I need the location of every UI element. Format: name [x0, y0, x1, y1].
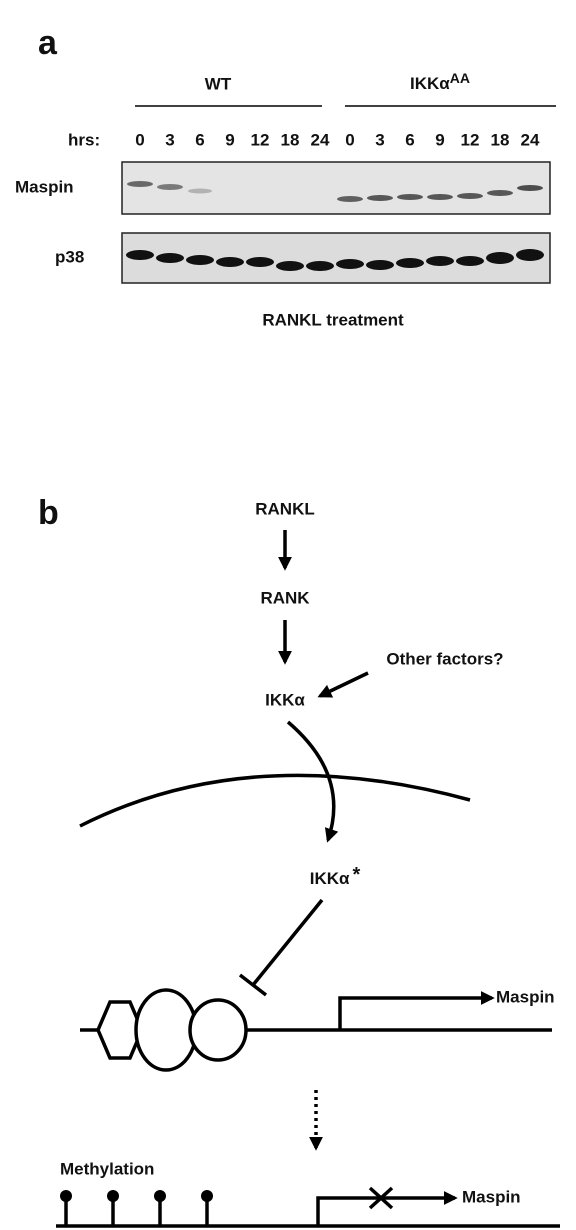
node: RANK	[260, 588, 310, 607]
group-name: IKKα	[410, 74, 450, 93]
hours: 0 3 6 9 12 18 24 0 3 6 9 12 18 24	[135, 130, 540, 149]
nuclear-membrane	[80, 775, 470, 826]
group-label: IKKαAA	[410, 70, 470, 94]
page: a WT IKKαAA hrs: 03691218240369121824 Ma…	[0, 0, 576, 1230]
caption: RANKL treatment	[262, 310, 404, 329]
figure: a WT IKKαAA hrs: 03691218240369121824 Ma…	[0, 0, 576, 1230]
node: IKKα	[265, 690, 305, 709]
hour-label: 12	[461, 130, 480, 149]
hour-label: 0	[345, 130, 354, 149]
row-label: p38	[55, 247, 84, 266]
hour-label: 6	[195, 130, 204, 149]
hour-label: 18	[281, 130, 300, 149]
panel-label: b	[38, 494, 59, 532]
hour-label: 9	[435, 130, 444, 149]
gene: Maspin	[462, 1187, 521, 1206]
group-superscript: AA	[450, 70, 470, 86]
hour-label: 12	[251, 130, 270, 149]
nucleosome	[136, 990, 196, 1070]
hour-label: 9	[225, 130, 234, 149]
blot	[122, 233, 550, 283]
arrow	[288, 722, 334, 840]
nucleosome	[190, 1000, 246, 1060]
hour-label: 6	[405, 130, 414, 149]
inhibition	[253, 900, 322, 985]
inhibition-bar	[240, 975, 266, 995]
active-name: IKKα	[310, 869, 350, 888]
node: IKKα*	[310, 864, 361, 888]
row-label: Maspin	[15, 177, 74, 196]
hour-label: 3	[165, 130, 174, 149]
gene: Maspin	[496, 987, 555, 1006]
hour-label: 24	[311, 130, 330, 149]
promoter-arrow	[340, 998, 492, 1030]
hour-label: 0	[135, 130, 144, 149]
hours-label: hrs:	[68, 130, 100, 149]
group-label: WT	[205, 74, 232, 93]
panel-label: a	[38, 24, 58, 62]
node: RANKL	[255, 499, 315, 518]
hour-label: 24	[521, 130, 540, 149]
other-factors: Other factors?	[386, 649, 503, 668]
active-mark: *	[352, 864, 360, 886]
hour-label: 3	[375, 130, 384, 149]
methyl-marks	[60, 1190, 213, 1226]
arrow	[320, 673, 368, 696]
methylation-label: Methylation	[60, 1159, 154, 1178]
hour-label: 18	[491, 130, 510, 149]
blot	[122, 162, 550, 214]
